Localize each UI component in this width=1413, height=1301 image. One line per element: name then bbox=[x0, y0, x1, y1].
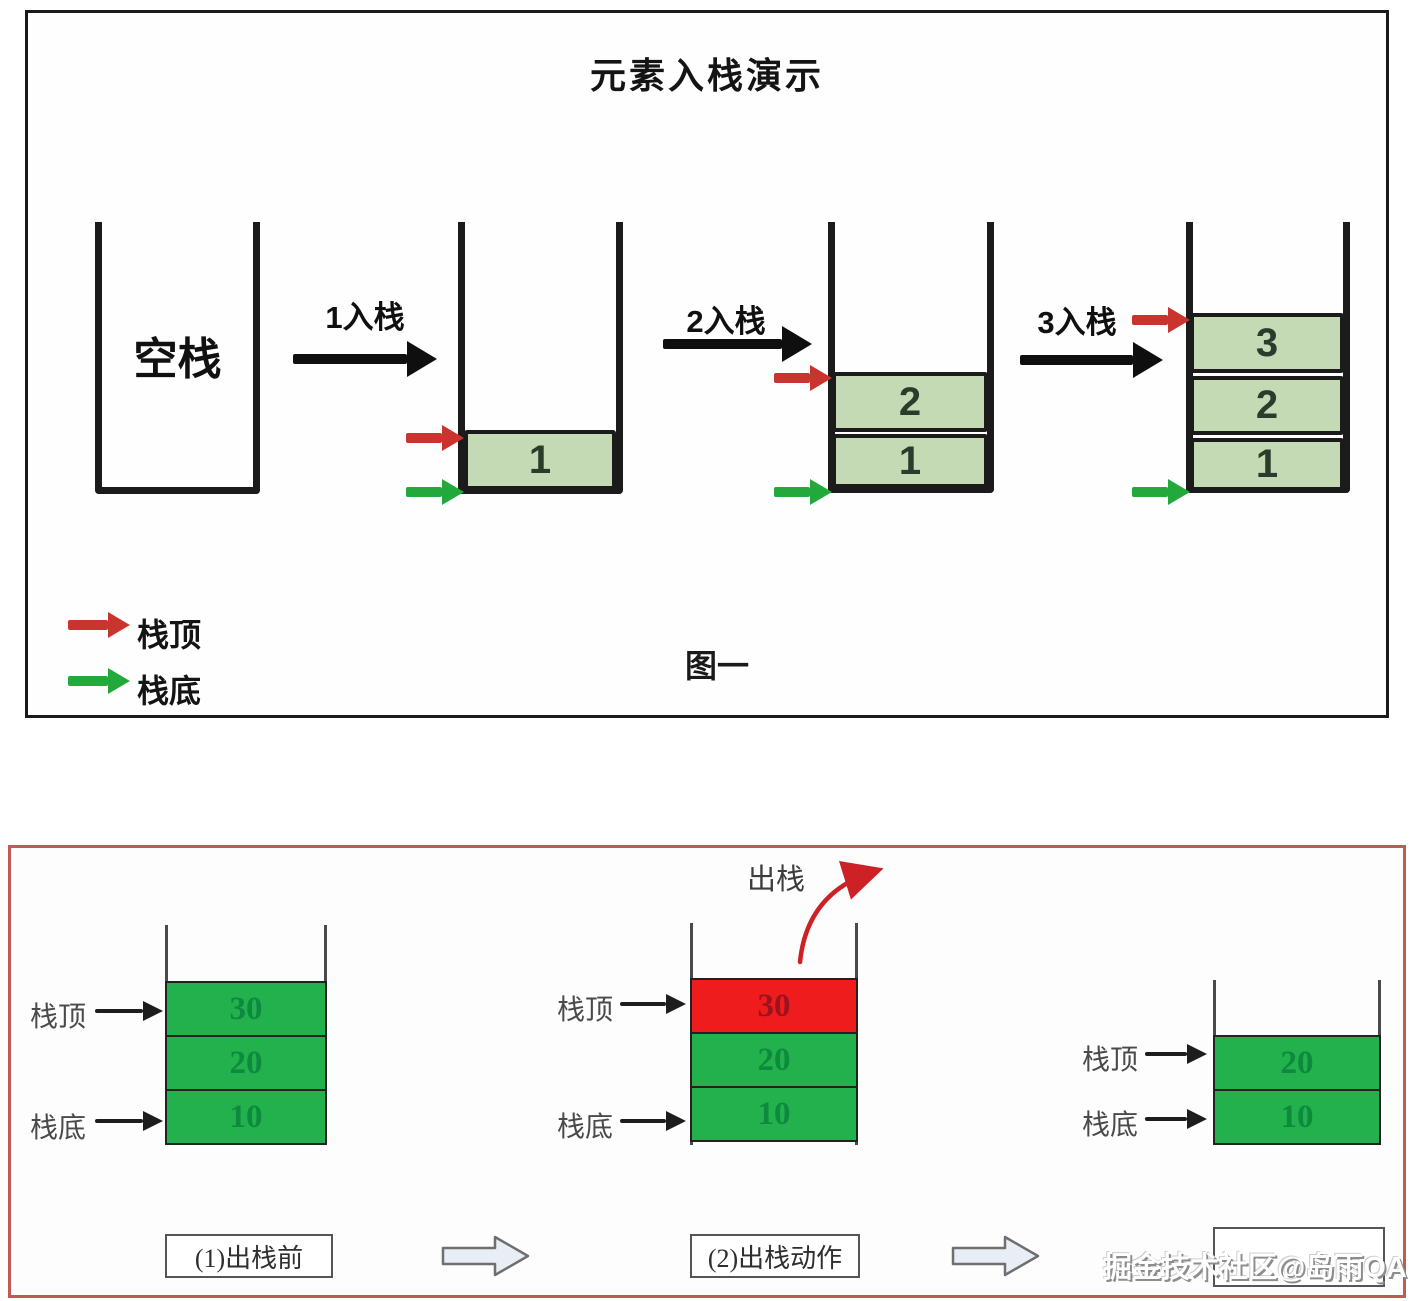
stack-bottom-arrow-icon bbox=[1132, 479, 1190, 505]
stack-after-push-1 bbox=[458, 222, 623, 494]
stack-bottom-arrow-icon bbox=[406, 479, 464, 505]
stack-cell: 20 bbox=[1213, 1035, 1381, 1091]
stack-top-label: 栈顶 bbox=[557, 995, 614, 1026]
stack-cell: 10 bbox=[690, 1086, 858, 1142]
step-arrow-icon bbox=[951, 1235, 1040, 1277]
push-1-label: 1入栈 bbox=[325, 300, 405, 335]
pop-curved-arrow-icon bbox=[797, 860, 884, 965]
stack-empty: 空栈 bbox=[95, 222, 260, 494]
figure1-frame: 元素入栈演示 空栈 1入栈 1 2入栈 2 1 3入栈 3 2 1 栈顶 栈底 … bbox=[25, 10, 1389, 718]
pop-label: 出栈 bbox=[747, 864, 806, 896]
stack-top-label: 栈顶 bbox=[30, 1002, 87, 1033]
stack-top-arrow-icon bbox=[68, 612, 130, 638]
stack-top-arrow-icon bbox=[774, 365, 832, 391]
caption-box-after bbox=[1213, 1227, 1385, 1287]
figure1-caption: 图一 bbox=[685, 648, 750, 684]
figure2-frame: 30 20 10 栈顶 栈底 30 20 10 栈顶 栈底 出栈 20 10 栈… bbox=[8, 845, 1407, 1298]
stack-cell: 3 bbox=[1190, 313, 1344, 373]
step-arrow-icon bbox=[441, 1235, 530, 1277]
stack-cell: 10 bbox=[165, 1089, 327, 1145]
empty-stack-label: 空栈 bbox=[133, 334, 222, 384]
stack-bottom-label: 栈底 bbox=[30, 1113, 87, 1144]
stack-cell: 30 bbox=[165, 981, 327, 1037]
stack-cell: 20 bbox=[690, 1032, 858, 1088]
stack-cell: 2 bbox=[1190, 376, 1344, 435]
stack-cell: 1 bbox=[1190, 438, 1344, 491]
push-1-arrow-icon bbox=[293, 341, 437, 377]
caption-box-action: (2)出栈动作 bbox=[690, 1234, 860, 1278]
watermark: 掘金技术社区@岛雨QA bbox=[1103, 1252, 1407, 1284]
pointer-arrow-icon bbox=[95, 1111, 163, 1131]
stack-cell: 2 bbox=[832, 372, 988, 432]
stack-top-arrow-icon bbox=[1132, 307, 1190, 333]
push-2-arrow-icon bbox=[663, 326, 812, 362]
caption-box-before: (1)出栈前 bbox=[165, 1234, 333, 1278]
stack-after-push-2 bbox=[828, 222, 994, 493]
stack-bottom-arrow-icon bbox=[774, 479, 832, 505]
push-2-label: 2入栈 bbox=[686, 304, 766, 339]
legend-top-label: 栈顶 bbox=[137, 617, 202, 653]
stack-cell: 10 bbox=[1213, 1089, 1381, 1145]
stack-cell: 20 bbox=[165, 1035, 327, 1091]
legend-bottom-label: 栈底 bbox=[137, 673, 202, 709]
stack-top-arrow-icon bbox=[406, 425, 464, 451]
stack-bottom-label: 栈底 bbox=[557, 1112, 614, 1143]
stack-bottom-label: 栈底 bbox=[1082, 1110, 1139, 1141]
stack-top-label: 栈顶 bbox=[1082, 1045, 1139, 1076]
pointer-arrow-icon bbox=[1145, 1109, 1207, 1129]
figure1-title: 元素入栈演示 bbox=[589, 55, 824, 96]
pointer-arrow-icon bbox=[95, 1001, 163, 1021]
popping-cell: 30 bbox=[690, 978, 858, 1034]
stack-bottom-arrow-icon bbox=[68, 668, 130, 694]
pointer-arrow-icon bbox=[1145, 1044, 1207, 1064]
push-3-arrow-icon bbox=[1020, 342, 1163, 378]
push-3-label: 3入栈 bbox=[1037, 305, 1117, 340]
pointer-arrow-icon bbox=[620, 1111, 686, 1131]
stack-cell: 1 bbox=[464, 430, 616, 490]
stack-cell: 1 bbox=[832, 434, 988, 488]
pointer-arrow-icon bbox=[620, 994, 686, 1014]
